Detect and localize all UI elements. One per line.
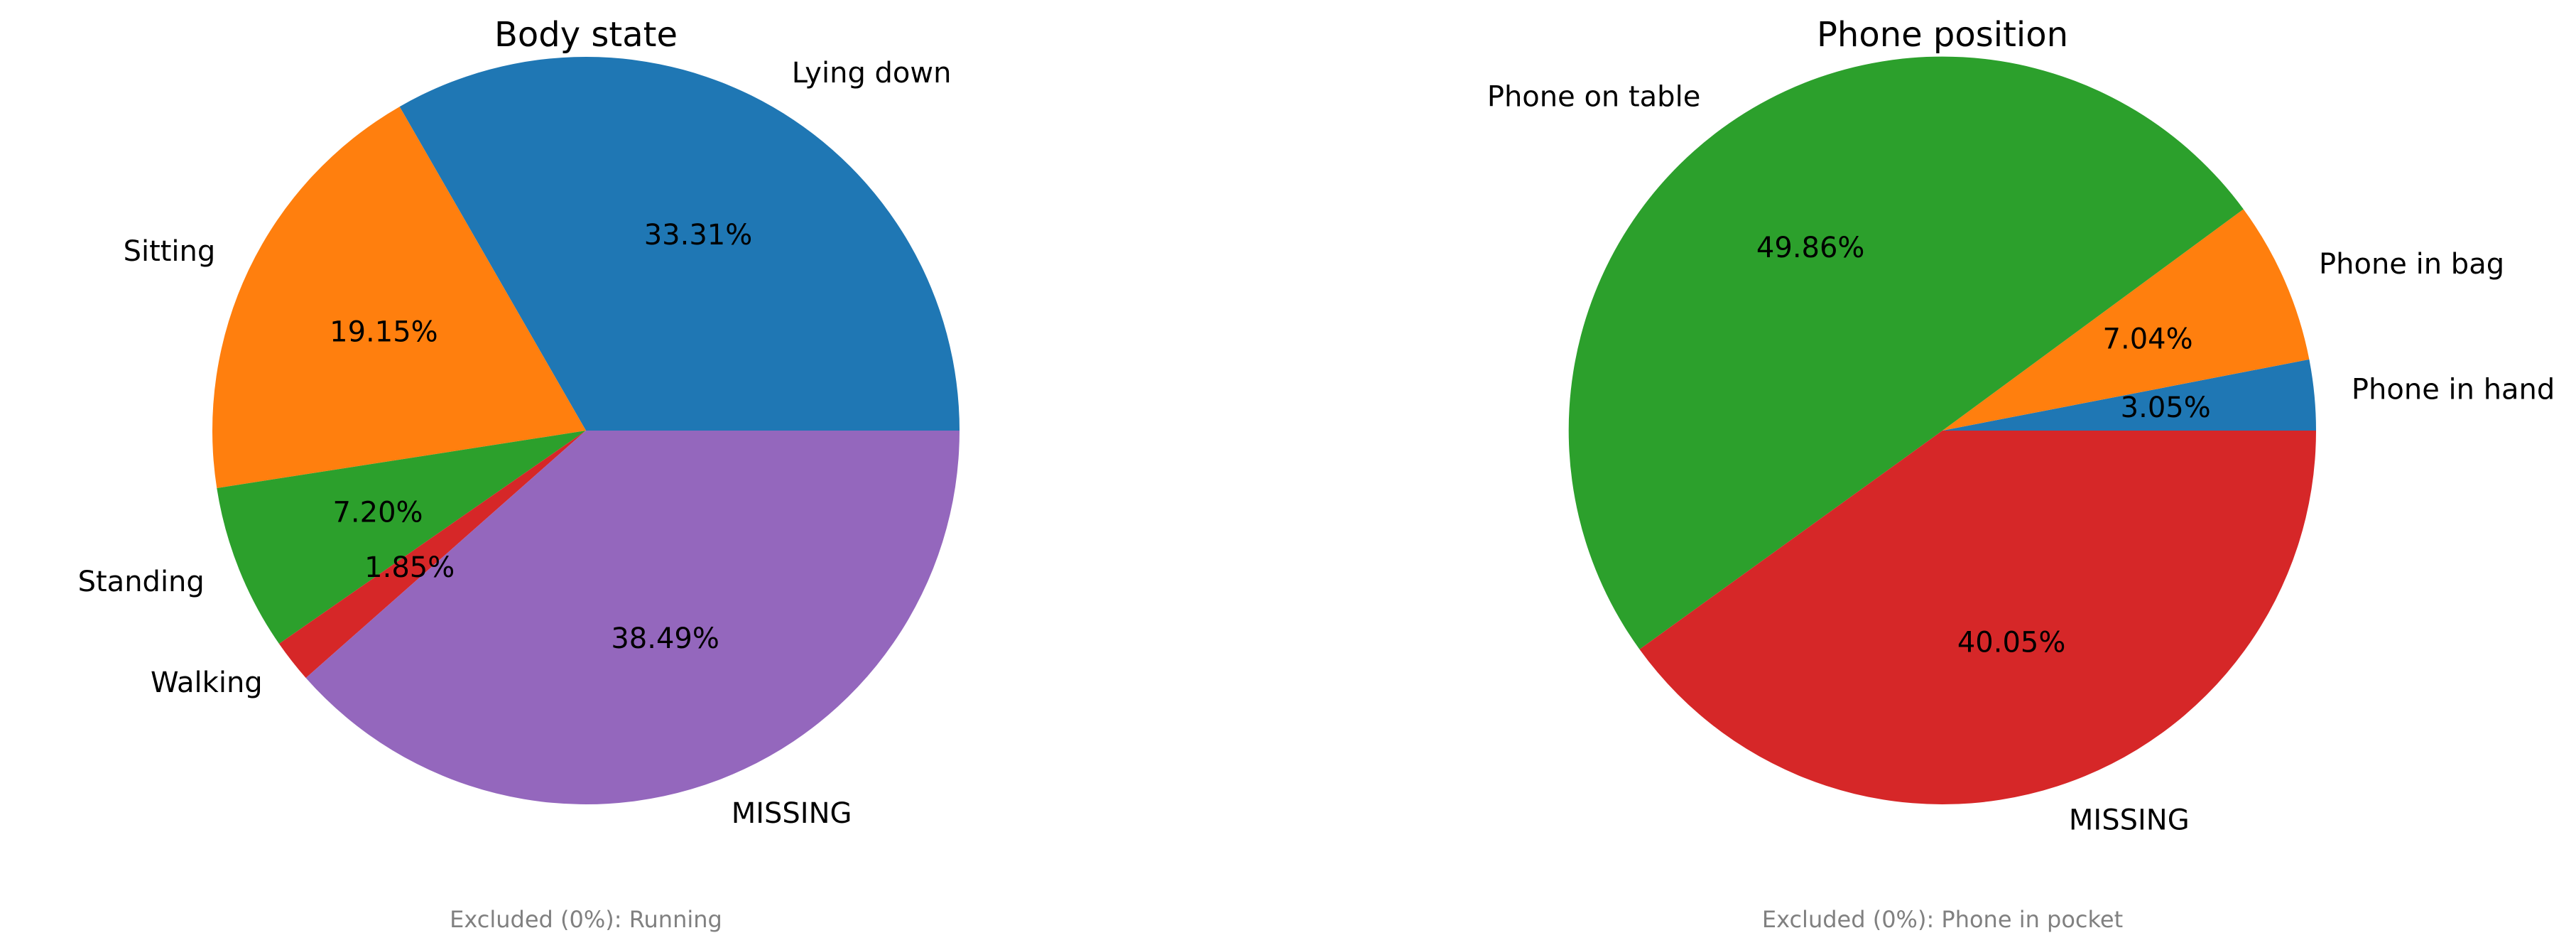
pie-slices — [212, 57, 960, 805]
pie-labels: Lying down 33.31% Sitting 19.15% Standing 7.2… — [78, 57, 952, 830]
pie-slice-phone-in-bag — [1942, 209, 2310, 431]
slice-label: Lying down — [792, 57, 952, 90]
slice-percent-label: 3.05% — [2121, 392, 2211, 424]
slice-percent-label: 40.05% — [1957, 626, 2066, 659]
slice-label: MISSING — [2069, 804, 2190, 837]
slice-label: Walking — [151, 666, 263, 699]
pie-slice-phone-on-table — [1568, 56, 2244, 649]
slice-label: MISSING — [732, 797, 852, 830]
slice-label: Phone in bag — [2319, 248, 2504, 281]
slice-label: Phone on table — [1487, 80, 1700, 113]
slice-label: Sitting — [124, 235, 216, 268]
pie-slice-sitting — [212, 107, 586, 488]
slice-percent-label: 1.85% — [364, 551, 455, 584]
slice-percent-label: 49.86% — [1756, 232, 1865, 264]
excluded-note: Excluded (0%): Phone in pocket — [1762, 906, 2123, 933]
pie-slice-standing — [217, 431, 586, 644]
chart-title: Phone position — [1817, 15, 2068, 55]
slice-label: Phone in hand — [2352, 374, 2555, 406]
pie-chart-body-state: Body state Lying down 33.31% Sitting 19.15%… — [78, 15, 960, 933]
slice-percent-label: 7.20% — [332, 496, 423, 529]
slice-percent-label: 7.04% — [2103, 323, 2193, 355]
pie-slice-missing — [1639, 431, 2316, 805]
slice-percent-label: 38.49% — [611, 622, 719, 655]
excluded-note: Excluded (0%): Running — [450, 906, 722, 933]
slice-percent-label: 33.31% — [644, 219, 753, 252]
pie-labels: Phone in hand 3.05% Phone in bag 7.04% Phone… — [1487, 80, 2555, 836]
pie-slice-lying-down — [399, 57, 960, 431]
pie-slices — [1568, 56, 2316, 805]
chart-title: Body state — [494, 15, 678, 55]
pie-slice-missing — [305, 431, 960, 805]
pie-slice-walking — [278, 431, 586, 679]
slice-label: Standing — [78, 566, 205, 598]
pie-slice-phone-in-hand — [1942, 359, 2316, 431]
slice-percent-label: 19.15% — [330, 316, 438, 349]
